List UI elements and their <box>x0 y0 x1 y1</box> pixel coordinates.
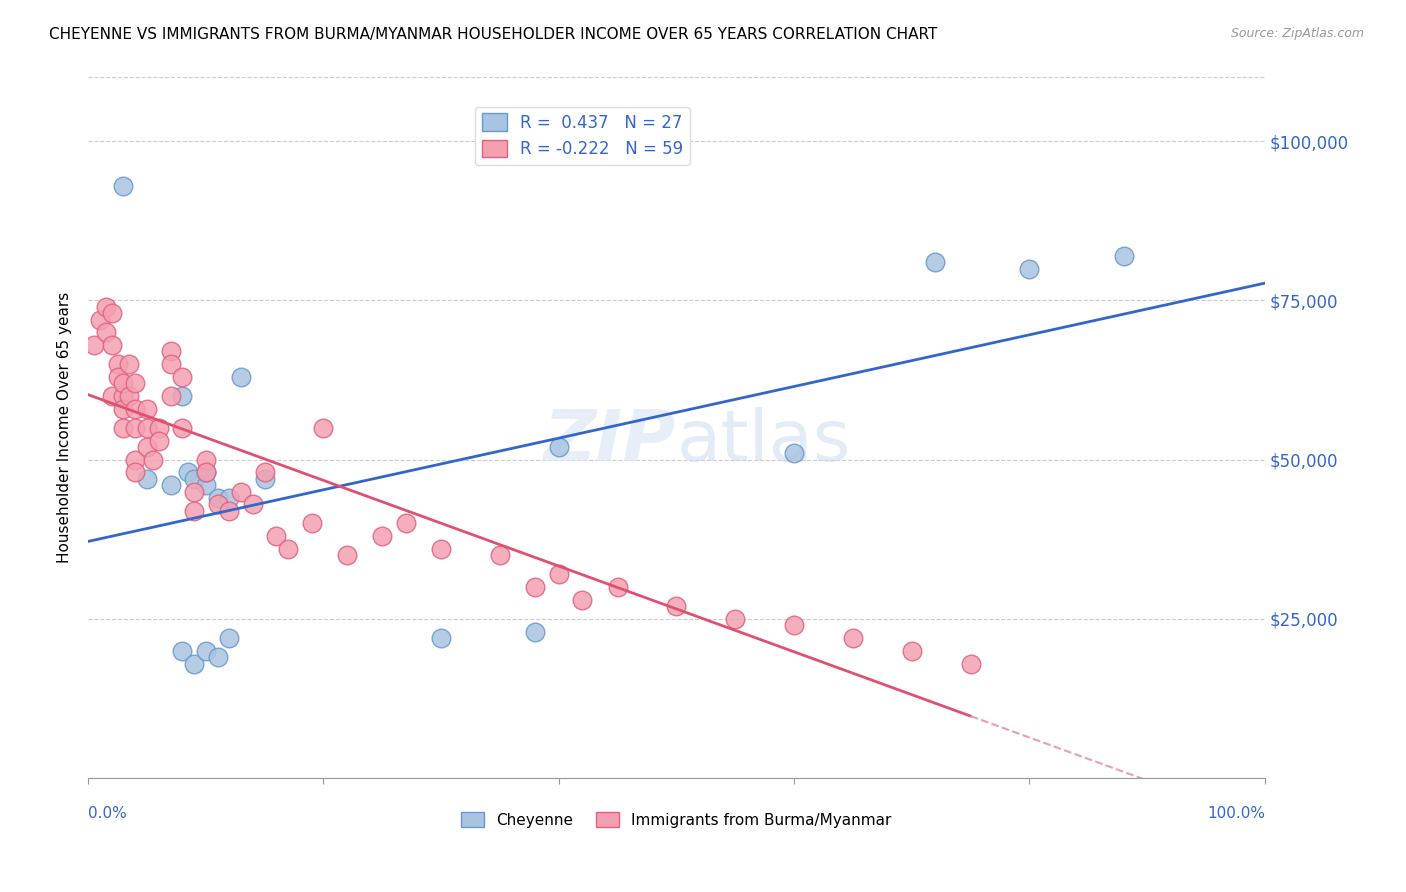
Point <box>301 516 323 531</box>
Point <box>547 440 569 454</box>
Point <box>524 580 547 594</box>
Point <box>124 376 146 391</box>
Point <box>430 631 453 645</box>
Point <box>94 326 117 340</box>
Point <box>277 541 299 556</box>
Legend: Cheyenne, Immigrants from Burma/Myanmar: Cheyenne, Immigrants from Burma/Myanmar <box>456 805 898 834</box>
Point <box>124 401 146 416</box>
Point <box>336 548 359 562</box>
Point <box>783 618 806 632</box>
Text: CHEYENNE VS IMMIGRANTS FROM BURMA/MYANMAR HOUSEHOLDER INCOME OVER 65 YEARS CORRE: CHEYENNE VS IMMIGRANTS FROM BURMA/MYANMA… <box>49 27 938 42</box>
Point <box>430 541 453 556</box>
Text: Source: ZipAtlas.com: Source: ZipAtlas.com <box>1230 27 1364 40</box>
Point <box>118 389 141 403</box>
Point <box>218 503 240 517</box>
Y-axis label: Householder Income Over 65 years: Householder Income Over 65 years <box>58 293 72 564</box>
Point <box>112 376 135 391</box>
Point <box>172 421 194 435</box>
Point <box>665 599 688 614</box>
Point <box>571 592 593 607</box>
Point <box>172 644 194 658</box>
Point <box>266 529 288 543</box>
Point <box>172 369 194 384</box>
Point <box>159 389 181 403</box>
Point <box>100 306 122 320</box>
Point <box>218 631 240 645</box>
Point <box>136 401 159 416</box>
Point <box>229 484 252 499</box>
Point <box>524 624 547 639</box>
Point <box>183 503 205 517</box>
Point <box>842 631 865 645</box>
Point <box>371 529 394 543</box>
Point <box>100 389 122 403</box>
Point <box>112 389 135 403</box>
Point <box>172 389 194 403</box>
Point <box>207 497 229 511</box>
Point <box>901 644 924 658</box>
Point <box>112 421 135 435</box>
Point <box>136 421 159 435</box>
Point <box>924 255 946 269</box>
Text: atlas: atlas <box>676 408 851 476</box>
Point <box>489 548 512 562</box>
Point <box>107 357 129 371</box>
Point <box>148 421 170 435</box>
Point <box>724 612 747 626</box>
Text: 0.0%: 0.0% <box>89 806 127 822</box>
Point <box>159 478 181 492</box>
Point <box>207 650 229 665</box>
Point <box>142 452 165 467</box>
Point <box>159 357 181 371</box>
Point <box>94 300 117 314</box>
Point <box>606 580 628 594</box>
Point <box>229 369 252 384</box>
Point <box>136 440 159 454</box>
Point <box>207 491 229 505</box>
Point <box>783 446 806 460</box>
Point <box>183 484 205 499</box>
Point <box>959 657 981 671</box>
Point <box>312 421 335 435</box>
Point <box>194 452 217 467</box>
Point <box>177 466 200 480</box>
Point <box>124 466 146 480</box>
Point <box>124 421 146 435</box>
Point <box>112 178 135 193</box>
Point <box>183 472 205 486</box>
Point <box>89 312 111 326</box>
Point <box>194 466 217 480</box>
Point <box>107 369 129 384</box>
Point <box>136 472 159 486</box>
Point <box>83 338 105 352</box>
Point <box>253 466 276 480</box>
Point <box>194 644 217 658</box>
Point <box>148 434 170 448</box>
Point <box>159 344 181 359</box>
Point <box>242 497 264 511</box>
Point <box>112 401 135 416</box>
Point <box>183 657 205 671</box>
Point <box>118 357 141 371</box>
Point <box>100 338 122 352</box>
Point <box>253 472 276 486</box>
Point <box>1018 261 1040 276</box>
Point <box>395 516 418 531</box>
Point <box>194 478 217 492</box>
Point <box>1112 249 1135 263</box>
Point <box>124 452 146 467</box>
Text: 100.0%: 100.0% <box>1206 806 1265 822</box>
Point <box>547 567 569 582</box>
Text: ZIP: ZIP <box>544 408 676 476</box>
Point <box>194 466 217 480</box>
Point <box>218 491 240 505</box>
